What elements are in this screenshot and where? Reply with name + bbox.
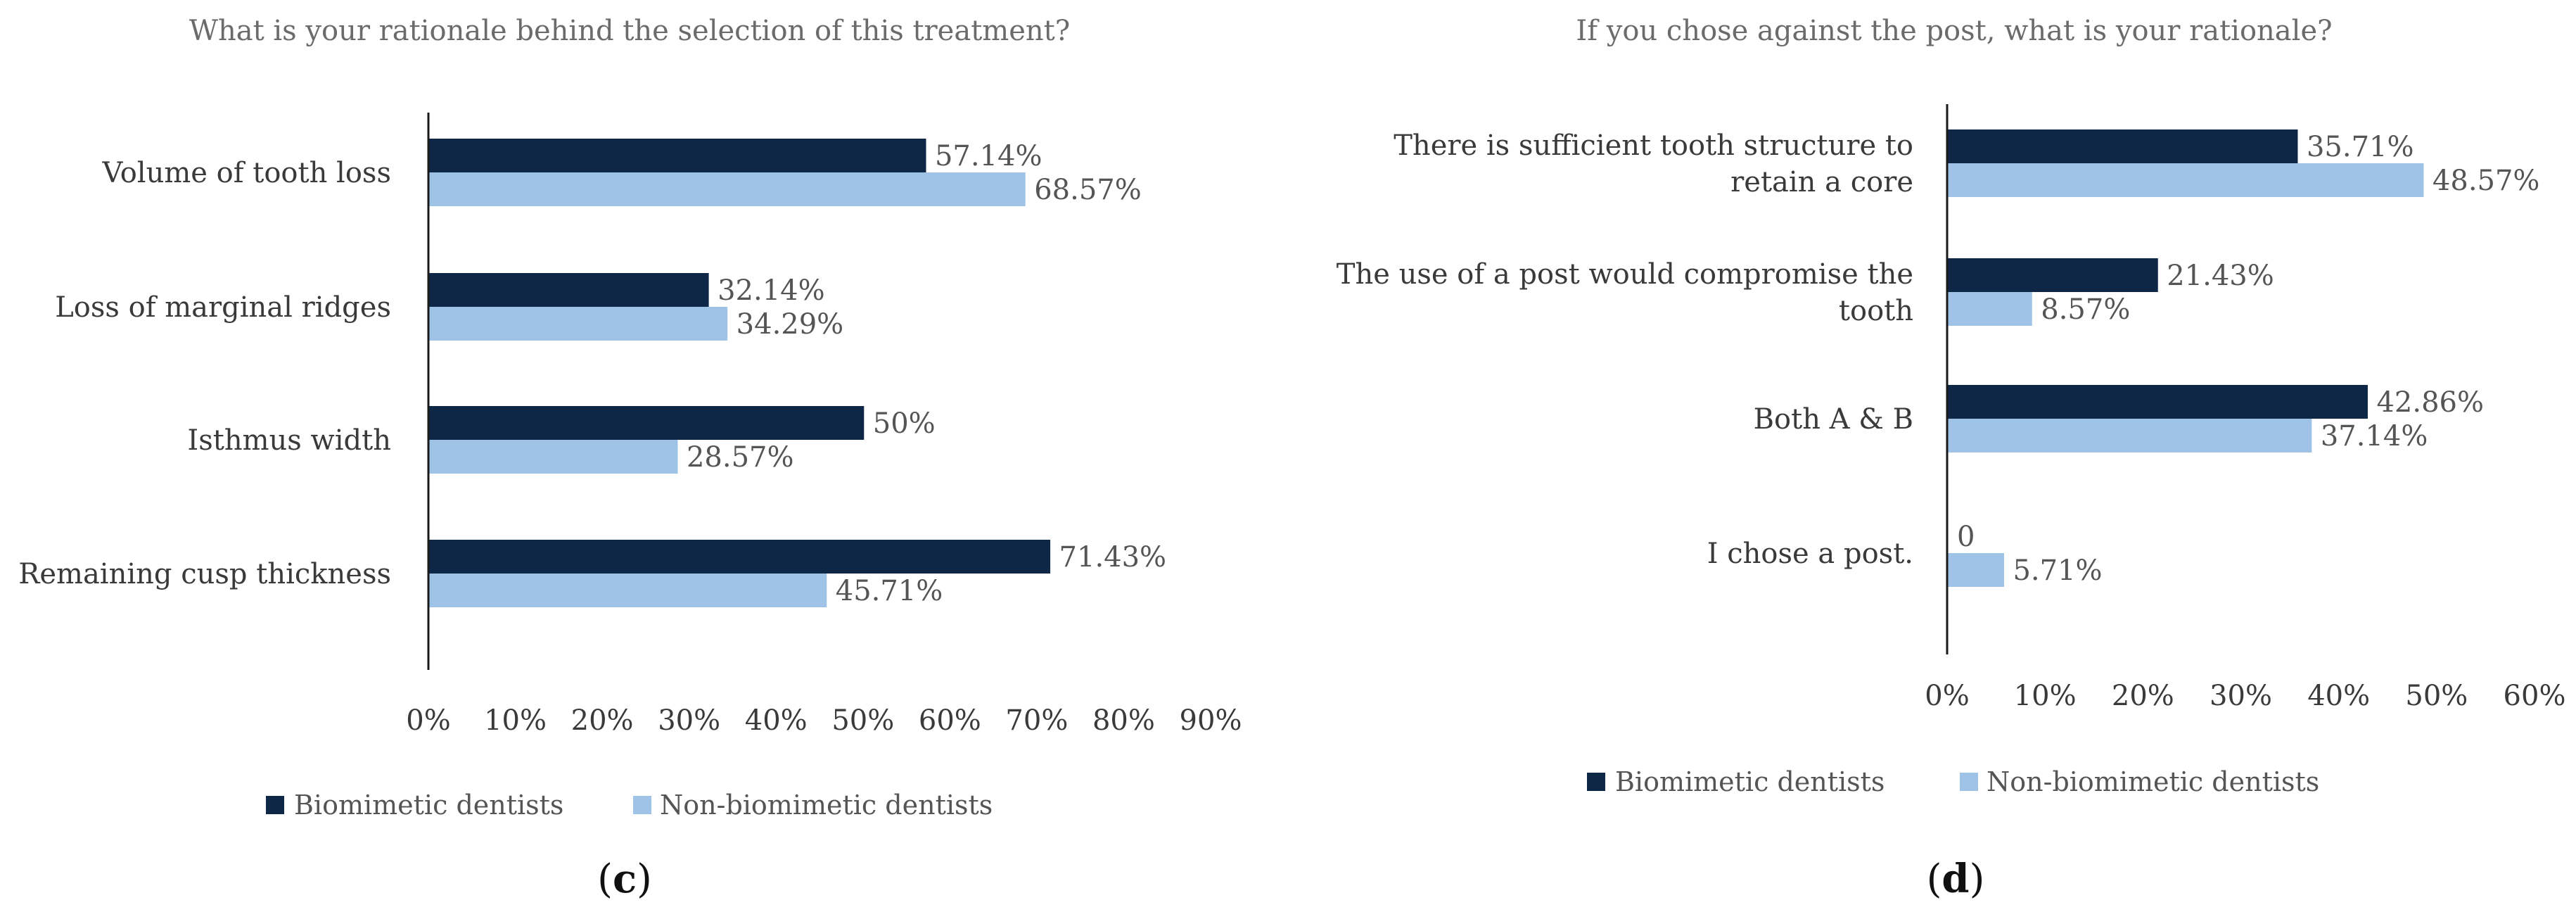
- legend-swatch-biomimetic: [1587, 773, 1605, 791]
- bar-biomimetic: [1948, 258, 2158, 292]
- data-label: 5.71%: [2013, 555, 2102, 587]
- data-label: 32.14%: [718, 274, 825, 307]
- category-label: Remaining cusp thickness: [18, 558, 391, 590]
- x-tick-label: 60%: [919, 704, 981, 737]
- data-label: 57.14%: [935, 140, 1042, 172]
- data-label: 21.43%: [2167, 260, 2274, 292]
- x-tick-label: 50%: [2405, 680, 2468, 712]
- panel-label-d: (d): [1927, 856, 1985, 902]
- x-tick-label: 10%: [2014, 680, 2077, 712]
- panel-label-c: (c): [597, 856, 652, 902]
- chart-title: If you chose against the post, what is y…: [1576, 15, 2332, 47]
- category-label: retain a core: [1730, 166, 1913, 198]
- bar-biomimetic: [429, 540, 1051, 574]
- category-label: Volume of tooth loss: [102, 157, 392, 189]
- x-tick-label: 80%: [1092, 704, 1155, 737]
- x-tick-label: 40%: [745, 704, 808, 737]
- bar-biomimetic: [1948, 129, 2298, 163]
- category-label: tooth: [1839, 295, 1913, 327]
- legend-swatch-biomimetic: [266, 796, 284, 814]
- data-label: 48.57%: [2432, 165, 2540, 197]
- data-label: 37.14%: [2321, 420, 2428, 452]
- data-label: 50%: [873, 407, 936, 440]
- bar-non-biomimetic: [1948, 163, 2424, 197]
- category-label: Both A & B: [1754, 403, 1913, 436]
- bar-non-biomimetic: [429, 440, 678, 474]
- x-tick-label: 70%: [1005, 704, 1068, 737]
- bar-non-biomimetic: [1948, 419, 2312, 452]
- category-label: There is sufficient tooth structure to: [1394, 129, 1913, 162]
- bar-non-biomimetic: [1948, 292, 2032, 326]
- data-label: 68.57%: [1034, 174, 1142, 206]
- legend-label-biomimetic: Biomimetic dentists: [294, 790, 563, 821]
- legend-swatch-non-biomimetic: [633, 796, 651, 814]
- data-label: 0: [1957, 521, 1975, 553]
- data-label: 45.71%: [836, 575, 943, 607]
- x-tick-label: 30%: [658, 704, 720, 737]
- chart-panel-d: If you chose against the post, what is y…: [1337, 15, 2566, 902]
- panel-letter: d: [1941, 856, 1969, 902]
- x-tick-label: 90%: [1180, 704, 1242, 737]
- bar-biomimetic: [429, 139, 926, 172]
- chart-panel-c: What is your rationale behind the select…: [18, 15, 1242, 902]
- svg-text:(d): (d): [1927, 856, 1985, 902]
- x-tick-label: 0%: [406, 704, 450, 737]
- data-label: 35.71%: [2307, 131, 2414, 163]
- x-tick-label: 10%: [484, 704, 547, 737]
- x-tick-label: 60%: [2504, 680, 2566, 712]
- panel-letter: c: [613, 856, 637, 902]
- x-tick-label: 40%: [2307, 680, 2370, 712]
- data-label: 71.43%: [1059, 541, 1167, 574]
- category-label: The use of a post would compromise the: [1337, 258, 1913, 291]
- x-tick-label: 30%: [2210, 680, 2272, 712]
- data-label: 28.57%: [687, 441, 794, 474]
- legend-swatch-non-biomimetic: [1960, 773, 1978, 791]
- category-label: Loss of marginal ridges: [55, 291, 391, 324]
- x-tick-label: 20%: [571, 704, 634, 737]
- x-tick-label: 0%: [1925, 680, 1969, 712]
- category-label: I chose a post.: [1707, 538, 1913, 570]
- legend-label-non-biomimetic: Non-biomimetic dentists: [1987, 766, 2319, 797]
- bar-biomimetic: [1948, 385, 2368, 419]
- legend-label-biomimetic: Biomimetic dentists: [1615, 766, 1885, 797]
- bar-non-biomimetic: [429, 307, 728, 341]
- bar-non-biomimetic: [429, 574, 827, 607]
- bar-non-biomimetic: [1948, 553, 2004, 587]
- bar-biomimetic: [429, 273, 709, 307]
- bar-non-biomimetic: [429, 172, 1026, 206]
- x-tick-label: 20%: [2112, 680, 2174, 712]
- legend: Biomimetic dentists Non-biomimetic denti…: [1587, 766, 2319, 797]
- data-label: 34.29%: [737, 308, 844, 341]
- category-label: Isthmus width: [187, 424, 391, 457]
- legend-label-non-biomimetic: Non-biomimetic dentists: [660, 790, 993, 821]
- data-label: 42.86%: [2376, 386, 2484, 419]
- svg-text:(c): (c): [597, 856, 652, 902]
- bar-biomimetic: [429, 406, 865, 440]
- data-label: 8.57%: [2041, 293, 2130, 326]
- legend: Biomimetic dentists Non-biomimetic denti…: [266, 790, 993, 821]
- x-tick-label: 50%: [831, 704, 894, 737]
- chart-title: What is your rationale behind the select…: [189, 15, 1070, 47]
